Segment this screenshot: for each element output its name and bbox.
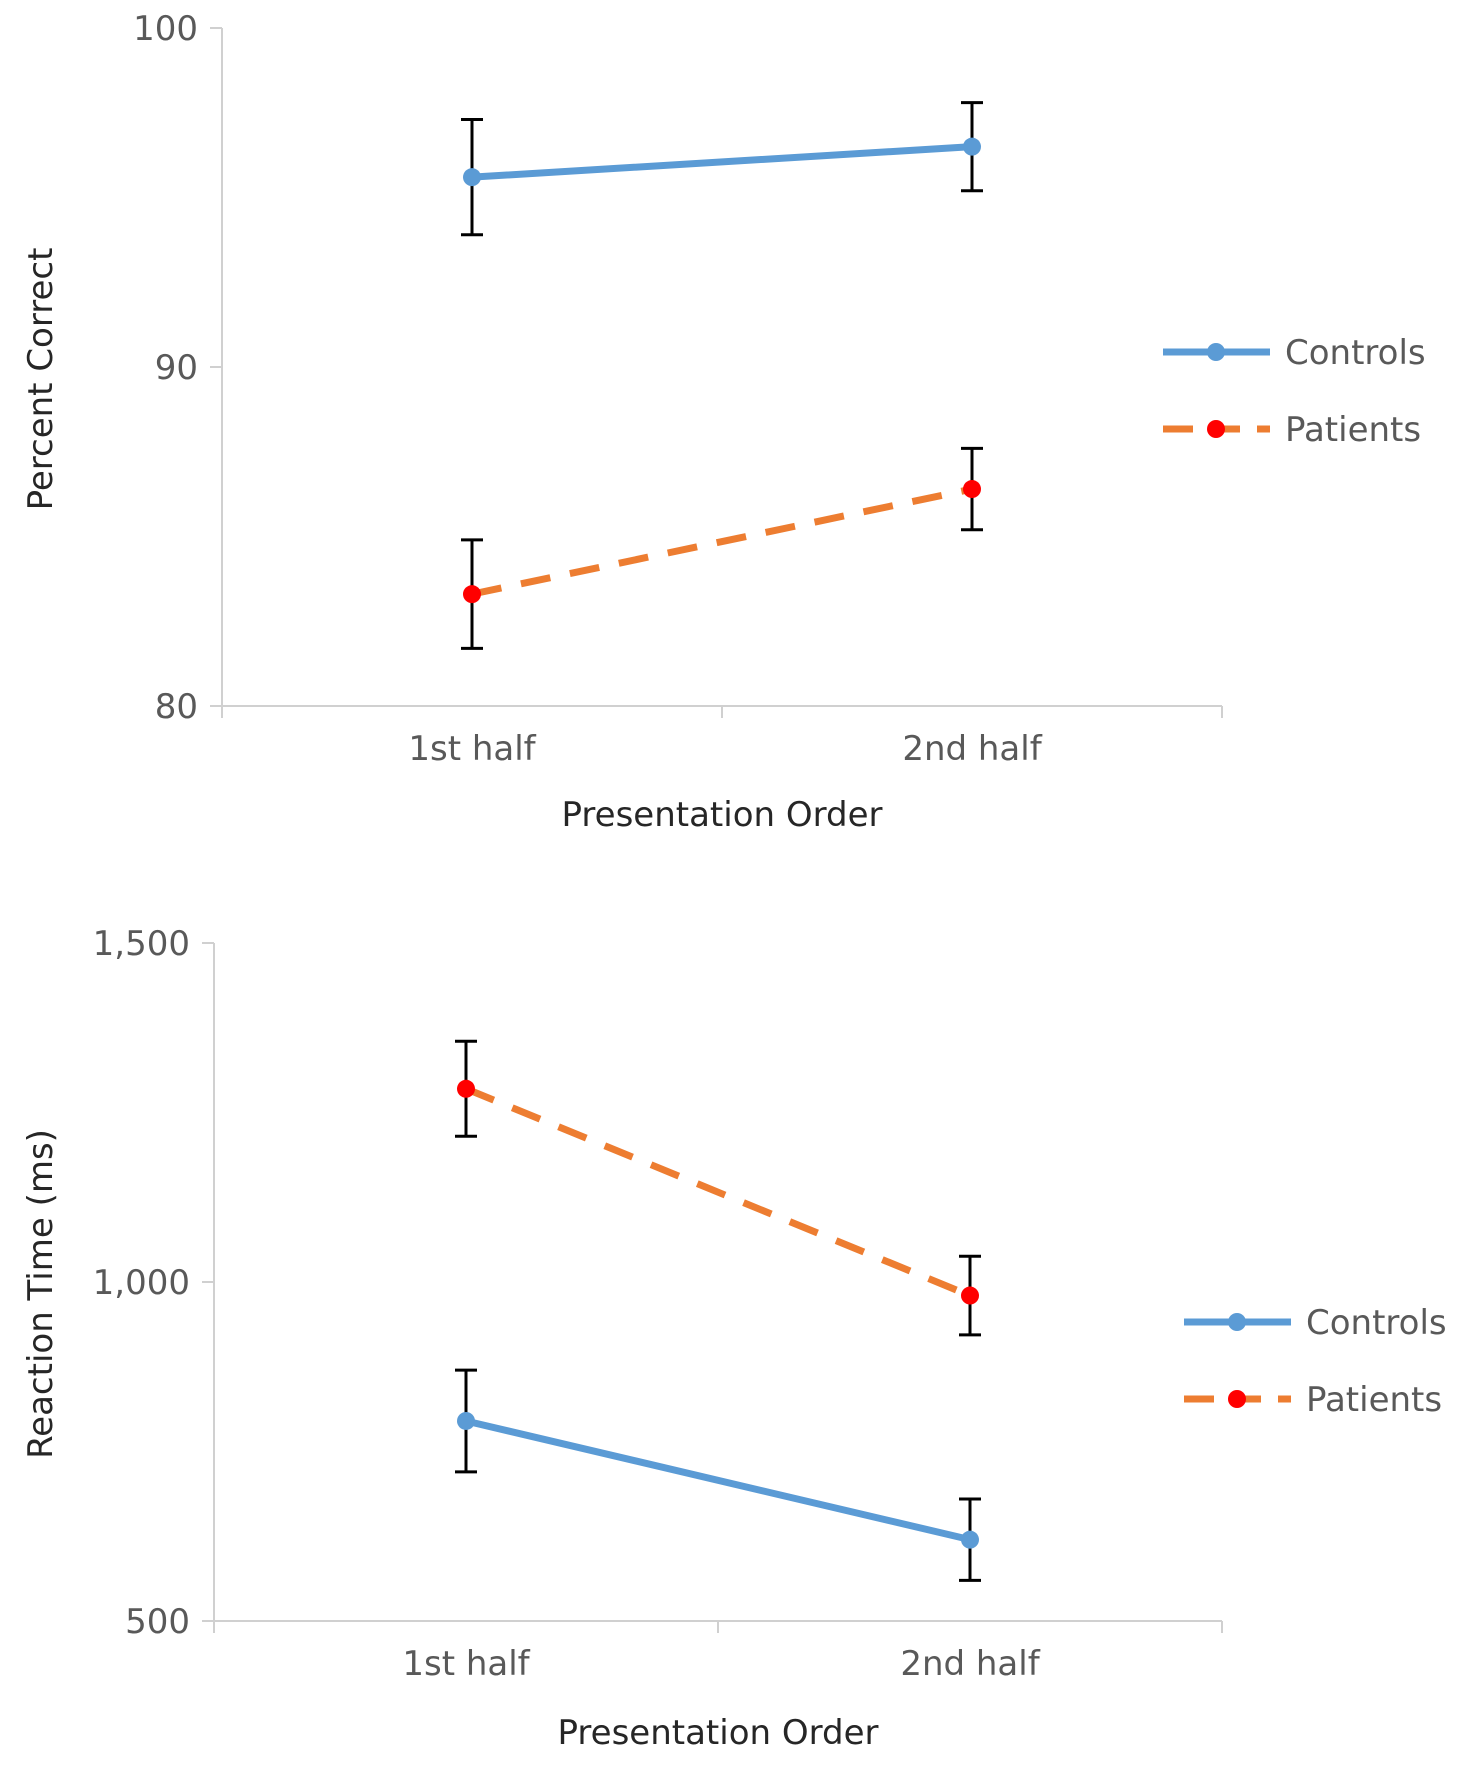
series-controls [461, 101, 983, 237]
chart-1: 80 90 100 1st half 2nd half Presentation Orde… [21, 9, 1426, 835]
legend-label-controls: Controls [1285, 333, 1426, 373]
series-line-controls [462, 1417, 974, 1544]
x-tick-label: 1st half [402, 1644, 530, 1684]
legend-label-patients: Patients [1306, 1380, 1442, 1420]
series-line-patients [471, 485, 973, 598]
y-tick-label: 100 [133, 9, 198, 49]
y-axis-title: Percent Correct [21, 248, 61, 511]
x-axis-title: Presentation Order [562, 795, 883, 835]
data-point-controls [961, 1530, 979, 1549]
legend-label-patients: Patients [1285, 410, 1421, 450]
data-point-controls [457, 1411, 475, 1430]
legend-item-patients: Patients [1163, 410, 1421, 450]
data-point-patients [457, 1079, 475, 1098]
y-tick-label: 1,000 [93, 1263, 190, 1303]
chart-2: 500 1,000 1,500 1st half 2nd half Presentatio… [21, 924, 1447, 1753]
data-point-patients [963, 480, 981, 499]
y-tick-label: 90 [155, 348, 198, 388]
x-tick-label: 2nd half [900, 1644, 1040, 1684]
data-point-patients [961, 1286, 979, 1305]
legend-swatch-marker [1207, 343, 1225, 361]
x-axis-title: Presentation Order [558, 1713, 879, 1753]
legend-swatch-marker [1228, 1313, 1246, 1331]
series-controls [455, 1368, 981, 1582]
series-line-controls [468, 143, 976, 181]
data-point-controls [963, 137, 981, 156]
legend-item-controls: Controls [1184, 1303, 1447, 1343]
legend-item-patients: Patients [1184, 1380, 1442, 1420]
legend-swatch-marker [1207, 420, 1225, 438]
series-line-patients [464, 1085, 972, 1299]
data-point-patients [463, 585, 481, 604]
x-tick-label: 1st half [408, 729, 536, 769]
legend-item-controls: Controls [1163, 333, 1426, 373]
legend-label-controls: Controls [1306, 1303, 1447, 1343]
data-point-controls [463, 168, 481, 187]
y-tick-label: 500 [125, 1602, 190, 1642]
series-patients [461, 446, 983, 650]
y-tick-label: 80 [155, 687, 198, 727]
y-tick-label: 1,500 [93, 924, 190, 964]
y-axis-title: Reaction Time (ms) [21, 1129, 61, 1459]
series-patients [455, 1039, 981, 1337]
x-tick-label: 2nd half [902, 729, 1042, 769]
legend-swatch-marker [1228, 1390, 1246, 1408]
